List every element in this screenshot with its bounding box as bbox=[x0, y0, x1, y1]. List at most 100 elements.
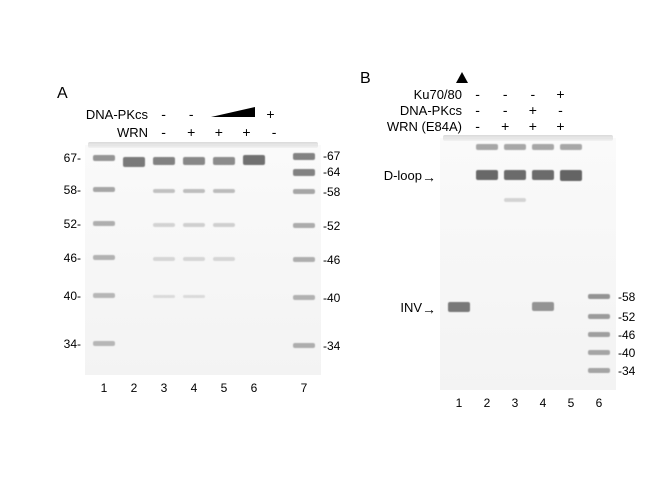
gel-band bbox=[588, 294, 610, 299]
gel-lane bbox=[558, 138, 584, 390]
gel-band bbox=[560, 170, 582, 181]
gel-band bbox=[153, 257, 175, 261]
gel-band bbox=[153, 189, 175, 193]
gel-band bbox=[293, 295, 315, 300]
gel-band bbox=[93, 221, 115, 226]
lane-number: 2 bbox=[475, 396, 499, 410]
lane-number: 6 bbox=[242, 381, 266, 395]
mw-label: 52- bbox=[57, 217, 81, 231]
gel-band bbox=[532, 170, 554, 180]
gel-band bbox=[183, 157, 205, 165]
mw-label: -58 bbox=[323, 185, 351, 199]
gel-band bbox=[588, 368, 610, 373]
gel-lane bbox=[474, 138, 500, 390]
gel-band bbox=[560, 144, 582, 150]
gel-lane bbox=[181, 145, 207, 375]
mw-label: 34- bbox=[57, 337, 81, 351]
gel-band bbox=[293, 169, 315, 176]
mw-label: -64 bbox=[323, 165, 351, 179]
gel-band bbox=[183, 257, 205, 261]
gel-lane bbox=[211, 145, 237, 375]
mw-label: 40- bbox=[57, 289, 81, 303]
arrow-icon: → bbox=[422, 169, 436, 185]
panel-a-label: A bbox=[57, 85, 68, 103]
lane-number: 7 bbox=[292, 381, 316, 395]
cond-label: WRN bbox=[70, 125, 148, 140]
gel-lane bbox=[502, 138, 528, 390]
mw-label: -40 bbox=[618, 346, 646, 360]
mw-label: 67- bbox=[57, 151, 81, 165]
gel-band bbox=[213, 257, 235, 261]
panel-b-cond-wrn: WRN (E84A) - + + + bbox=[372, 118, 573, 134]
gel-band bbox=[93, 293, 115, 298]
gel-band bbox=[93, 155, 115, 161]
gel-band bbox=[293, 189, 315, 194]
ramp-icon bbox=[211, 107, 255, 117]
gel-band bbox=[213, 189, 235, 193]
gel-band bbox=[153, 223, 175, 227]
gel-band bbox=[213, 157, 235, 165]
gel-band bbox=[448, 302, 470, 312]
gel-band bbox=[476, 144, 498, 150]
lane-number: 5 bbox=[212, 381, 236, 395]
gel-band bbox=[93, 341, 115, 346]
gel-band bbox=[213, 223, 235, 227]
lane-number: 1 bbox=[447, 396, 471, 410]
gel-band bbox=[293, 223, 315, 228]
mw-label: -52 bbox=[323, 219, 351, 233]
triangle-icon bbox=[456, 72, 468, 83]
gel-lane bbox=[530, 138, 556, 390]
gel-band bbox=[504, 144, 526, 150]
gel-lane bbox=[291, 145, 317, 375]
row-label: INV→ bbox=[372, 300, 436, 317]
panel-a-cond-wrn: WRN - + + + - bbox=[70, 124, 286, 140]
gel-band bbox=[93, 187, 115, 192]
panel-b-cond-dnapkcs: DNA-PKcs - - + - bbox=[372, 102, 573, 118]
mw-label: -40 bbox=[323, 291, 351, 305]
panel-a-cond-dnapkcs: DNA-PKcs - - + bbox=[70, 106, 283, 122]
gel-band bbox=[183, 295, 205, 298]
gel-lane bbox=[241, 145, 267, 375]
gel-band bbox=[504, 170, 526, 180]
gel-band bbox=[243, 155, 265, 165]
mw-label: -46 bbox=[323, 253, 351, 267]
mw-label: -34 bbox=[323, 339, 351, 353]
gel-lane bbox=[121, 145, 147, 375]
gel-band bbox=[293, 343, 315, 348]
lane-number: 6 bbox=[587, 396, 611, 410]
panel-b-cond-ku: Ku70/80 - - - + bbox=[372, 86, 573, 102]
lane-number: 4 bbox=[531, 396, 555, 410]
arrow-icon: → bbox=[422, 301, 436, 317]
mw-label: -52 bbox=[618, 310, 646, 324]
lane-number: 4 bbox=[182, 381, 206, 395]
gel-band bbox=[153, 157, 175, 165]
cond-label: DNA-PKcs bbox=[70, 107, 148, 122]
mw-label: -46 bbox=[618, 328, 646, 342]
lane-number: 1 bbox=[92, 381, 116, 395]
gel-b bbox=[440, 138, 616, 390]
gel-band bbox=[123, 157, 145, 167]
gel-band bbox=[183, 223, 205, 227]
gel-band bbox=[183, 189, 205, 193]
mw-label: 58- bbox=[57, 183, 81, 197]
lane-number: 3 bbox=[152, 381, 176, 395]
gel-band bbox=[293, 153, 315, 160]
gel-band bbox=[153, 295, 175, 298]
mw-label: -34 bbox=[618, 364, 646, 378]
gel-lane bbox=[446, 138, 472, 390]
gel-band bbox=[504, 198, 526, 202]
gel-lane bbox=[151, 145, 177, 375]
gel-band bbox=[532, 302, 554, 311]
mw-label: -58 bbox=[618, 290, 646, 304]
panel-b-label: B bbox=[360, 70, 371, 88]
lane-number: 3 bbox=[503, 396, 527, 410]
gel-band bbox=[588, 314, 610, 319]
gel-lane bbox=[91, 145, 117, 375]
lane-number: 2 bbox=[122, 381, 146, 395]
gel-band bbox=[532, 144, 554, 150]
gel-band bbox=[588, 332, 610, 337]
gel-band bbox=[476, 170, 498, 180]
gel-lane bbox=[586, 138, 612, 390]
gel-band bbox=[588, 350, 610, 355]
mw-label: -67 bbox=[323, 149, 351, 163]
